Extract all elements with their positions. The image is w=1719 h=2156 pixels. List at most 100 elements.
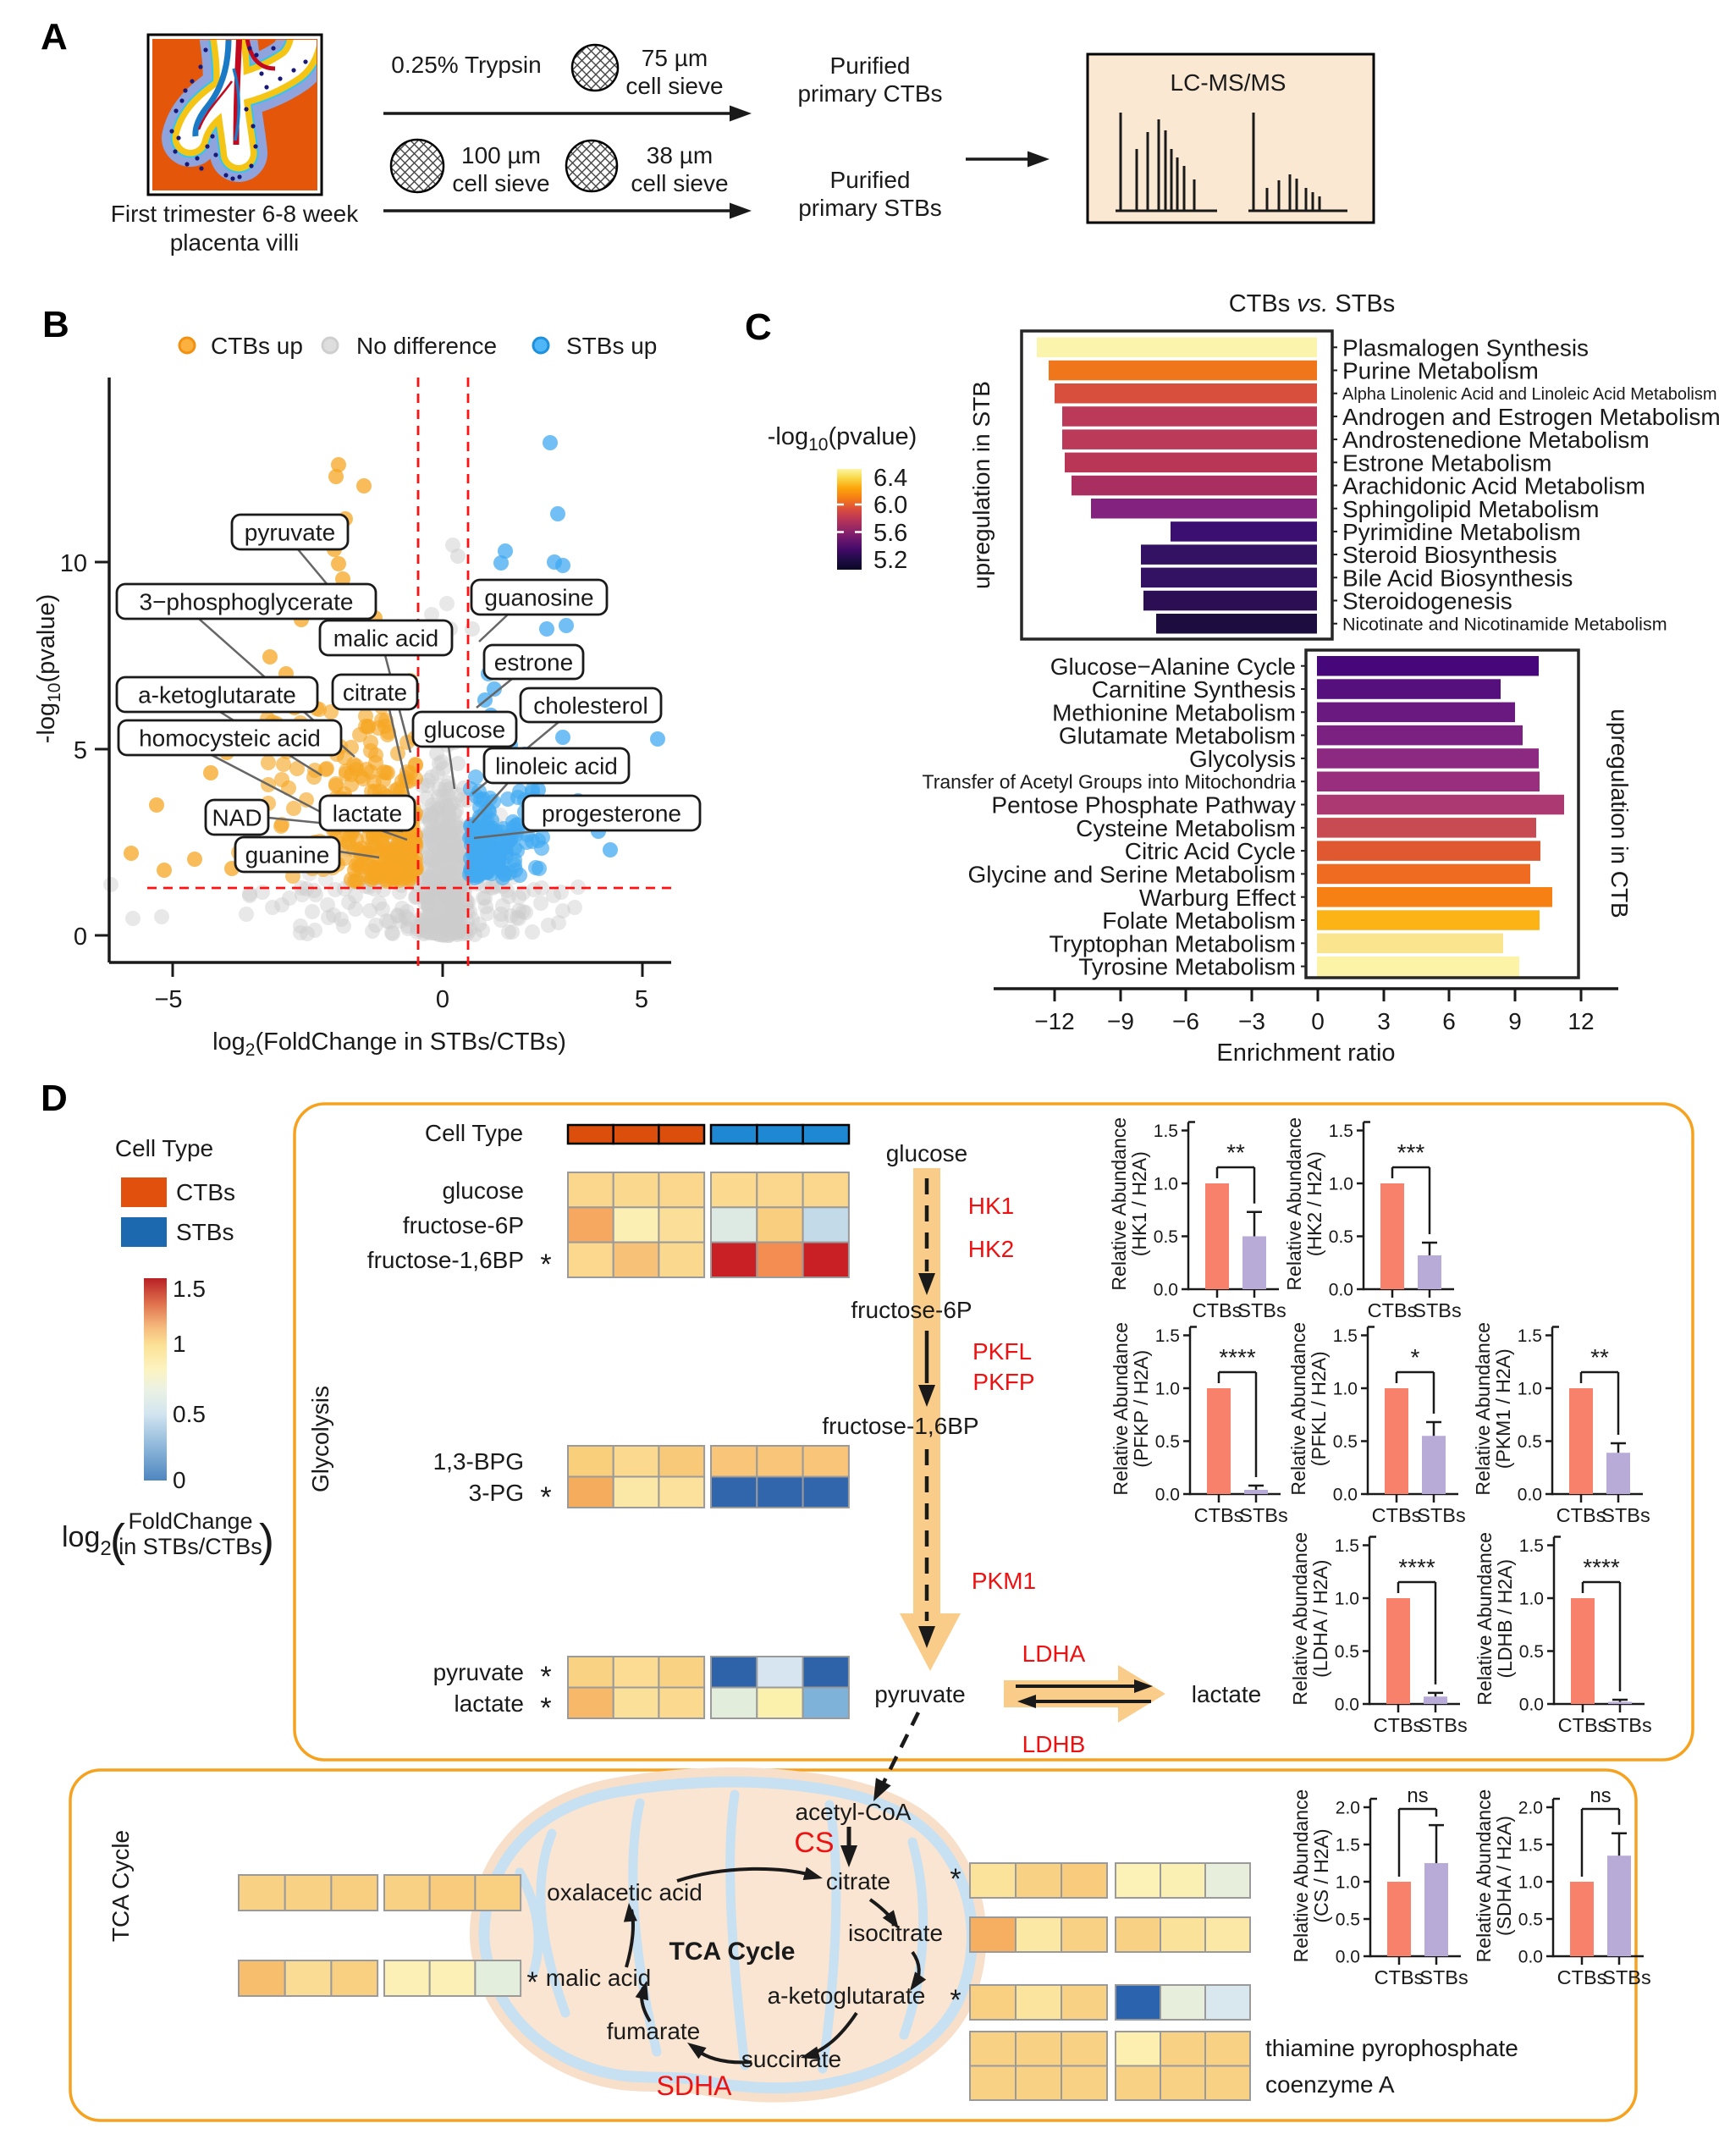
svg-text:succinate: succinate bbox=[741, 2046, 841, 2072]
svg-text:5.2: 5.2 bbox=[873, 547, 907, 574]
svg-text:2.0: 2.0 bbox=[1336, 1799, 1360, 1818]
svg-text:CTBs: CTBs bbox=[1557, 1966, 1607, 1988]
svg-text:STBs up: STBs up bbox=[566, 333, 657, 359]
svg-text:Tryptophan Metabolism: Tryptophan Metabolism bbox=[1049, 930, 1296, 957]
svg-text:STBs: STBs bbox=[1237, 1299, 1286, 1321]
svg-text:Relative Abundance: Relative Abundance bbox=[1474, 1532, 1496, 1706]
svg-text:1.5: 1.5 bbox=[1155, 1326, 1180, 1346]
svg-text:CTBs: CTBs bbox=[1193, 1299, 1242, 1321]
svg-text:CTBs: CTBs bbox=[1372, 1504, 1422, 1526]
svg-text:0.5: 0.5 bbox=[1518, 1432, 1542, 1452]
svg-text:STBs: STBs bbox=[176, 1219, 234, 1245]
svg-text:progesterone: progesterone bbox=[542, 801, 681, 827]
svg-text:Relative Abundance: Relative Abundance bbox=[1290, 1789, 1312, 1963]
svg-text:Androstenedione Metabolism: Androstenedione Metabolism bbox=[1342, 427, 1650, 453]
svg-text:(LDHA / H2A): (LDHA / H2A) bbox=[1309, 1560, 1331, 1678]
svg-text:Folate Metabolism: Folate Metabolism bbox=[1102, 907, 1296, 934]
svg-text:TCA Cycle: TCA Cycle bbox=[107, 1830, 134, 1942]
svg-text:10: 10 bbox=[60, 550, 87, 577]
svg-text:Enrichment ratio: Enrichment ratio bbox=[1216, 1039, 1395, 1067]
svg-text:Glycolysis: Glycolysis bbox=[307, 1386, 333, 1492]
svg-text:oxalacetic acid: oxalacetic acid bbox=[547, 1879, 702, 1905]
svg-text:malic acid: malic acid bbox=[546, 1965, 651, 1991]
svg-text:*: * bbox=[526, 1966, 537, 1999]
svg-text:HK2: HK2 bbox=[968, 1236, 1014, 1262]
svg-text:HK1: HK1 bbox=[968, 1193, 1014, 1219]
svg-text:Glycine and Serine Metabolism: Glycine and Serine Metabolism bbox=[967, 861, 1296, 887]
svg-text:Pyrimidine Metabolism: Pyrimidine Metabolism bbox=[1342, 519, 1581, 545]
svg-text:citrate: citrate bbox=[826, 1868, 890, 1894]
svg-text:****: **** bbox=[1219, 1344, 1256, 1370]
svg-text:TCA Cycle: TCA Cycle bbox=[669, 1938, 796, 1966]
svg-text:Arachidonic Acid Metabolism: Arachidonic Acid Metabolism bbox=[1342, 473, 1645, 499]
svg-text:CTBs: CTBs bbox=[1375, 1966, 1424, 1988]
svg-text:Carnitine Synthesis: Carnitine Synthesis bbox=[1092, 676, 1296, 703]
svg-text:0: 0 bbox=[436, 986, 449, 1013]
svg-text:CS: CS bbox=[794, 1827, 834, 1859]
svg-text:Bile Acid Biosynthesis: Bile Acid Biosynthesis bbox=[1342, 565, 1573, 591]
svg-text:Glutamate Metabolism: Glutamate Metabolism bbox=[1059, 723, 1296, 749]
svg-text:**: ** bbox=[1590, 1344, 1609, 1370]
svg-text:guanine: guanine bbox=[245, 842, 330, 868]
svg-text:5: 5 bbox=[635, 986, 648, 1013]
svg-text:*: * bbox=[950, 1863, 961, 1895]
svg-text:3-PG: 3-PG bbox=[469, 1480, 524, 1506]
svg-text:CTBs up: CTBs up bbox=[211, 333, 303, 359]
svg-text:ns: ns bbox=[1407, 1784, 1428, 1807]
svg-text:log2(FoldChange in STBs/CTBs): log2(FoldChange in STBs/CTBs) bbox=[212, 1028, 566, 1060]
svg-text:Steroid Biosynthesis: Steroid Biosynthesis bbox=[1342, 542, 1557, 568]
svg-text:STBs: STBs bbox=[1239, 1504, 1287, 1526]
svg-text:0.0: 0.0 bbox=[1519, 1696, 1544, 1715]
svg-text:fructose-1,6BP: fructose-1,6BP bbox=[367, 1247, 524, 1273]
svg-text:(PKM1 / H2A): (PKM1 / H2A) bbox=[1492, 1348, 1514, 1469]
svg-text:CTBs vs. STBs: CTBs vs. STBs bbox=[1229, 290, 1396, 317]
svg-text:fructose-1,6BP: fructose-1,6BP bbox=[822, 1413, 978, 1439]
svg-text:Cell Type: Cell Type bbox=[115, 1135, 213, 1161]
svg-text:PKFP: PKFP bbox=[972, 1369, 1034, 1395]
svg-text:A: A bbox=[41, 16, 68, 58]
svg-text:homocysteic acid: homocysteic acid bbox=[139, 725, 321, 752]
svg-text:0.0: 0.0 bbox=[1518, 1948, 1543, 1967]
svg-text:0.5: 0.5 bbox=[1336, 1911, 1360, 1930]
svg-text:upregulation in CTB: upregulation in CTB bbox=[1606, 709, 1633, 918]
svg-text:Alpha Linolenic Acid and Linol: Alpha Linolenic Acid and Linoleic Acid M… bbox=[1342, 385, 1717, 404]
svg-text:1.0: 1.0 bbox=[1154, 1175, 1178, 1194]
svg-text:in STBs/CTBs: in STBs/CTBs bbox=[118, 1534, 262, 1559]
svg-text:PKFL: PKFL bbox=[972, 1338, 1032, 1365]
svg-text:CTBs: CTBs bbox=[1374, 1714, 1424, 1736]
svg-text:*: * bbox=[1411, 1344, 1420, 1370]
svg-text:0.5: 0.5 bbox=[1155, 1432, 1180, 1452]
svg-text:1.0: 1.0 bbox=[1336, 1873, 1360, 1893]
svg-text:1.5: 1.5 bbox=[1333, 1326, 1358, 1346]
svg-text:0: 0 bbox=[74, 924, 87, 951]
svg-text:***: *** bbox=[1397, 1139, 1425, 1166]
svg-text:(CS / H2A): (CS / H2A) bbox=[1310, 1828, 1332, 1922]
svg-text:-log10(pvalue): -log10(pvalue) bbox=[768, 423, 917, 455]
svg-text:ns: ns bbox=[1590, 1784, 1611, 1807]
svg-text:SDHA: SDHA bbox=[657, 2071, 733, 2101]
svg-text:coenzyme A: coenzyme A bbox=[1265, 2071, 1395, 2098]
svg-text:6.0: 6.0 bbox=[873, 492, 907, 519]
svg-text:−12: −12 bbox=[1034, 1008, 1075, 1034]
svg-text:1.0: 1.0 bbox=[1518, 1380, 1542, 1399]
svg-text:0.5: 0.5 bbox=[1519, 1642, 1544, 1662]
svg-text:1.0: 1.0 bbox=[1333, 1380, 1358, 1399]
svg-text:Plasmalogen Synthesis: Plasmalogen Synthesis bbox=[1342, 334, 1589, 361]
svg-text:Glucose−Alanine Cycle: Glucose−Alanine Cycle bbox=[1050, 653, 1296, 680]
svg-text:1.0: 1.0 bbox=[1519, 1590, 1544, 1609]
svg-text:B: B bbox=[42, 304, 69, 345]
svg-text:Purine Metabolism: Purine Metabolism bbox=[1342, 358, 1539, 384]
svg-text:(HK2 / H2A): (HK2 / H2A) bbox=[1303, 1151, 1325, 1256]
svg-text:acetyl-CoA: acetyl-CoA bbox=[796, 1799, 912, 1825]
svg-text:lactate: lactate bbox=[455, 1690, 525, 1717]
svg-text:3−phosphoglycerate: 3−phosphoglycerate bbox=[140, 589, 354, 615]
svg-text:CTBs: CTBs bbox=[1556, 1504, 1606, 1526]
svg-text:**: ** bbox=[1226, 1139, 1245, 1166]
svg-text:malic acid: malic acid bbox=[333, 626, 438, 652]
svg-text:pyruvate: pyruvate bbox=[433, 1659, 524, 1685]
svg-text:(LDHB / H2A): (LDHB / H2A) bbox=[1494, 1559, 1516, 1679]
svg-text:Transfer of Acetyl Groups into: Transfer of Acetyl Groups into Mitochond… bbox=[923, 770, 1297, 792]
svg-text:linoleic acid: linoleic acid bbox=[495, 753, 618, 780]
svg-text:primary STBs: primary STBs bbox=[798, 195, 942, 221]
svg-text:*: * bbox=[540, 1249, 551, 1281]
